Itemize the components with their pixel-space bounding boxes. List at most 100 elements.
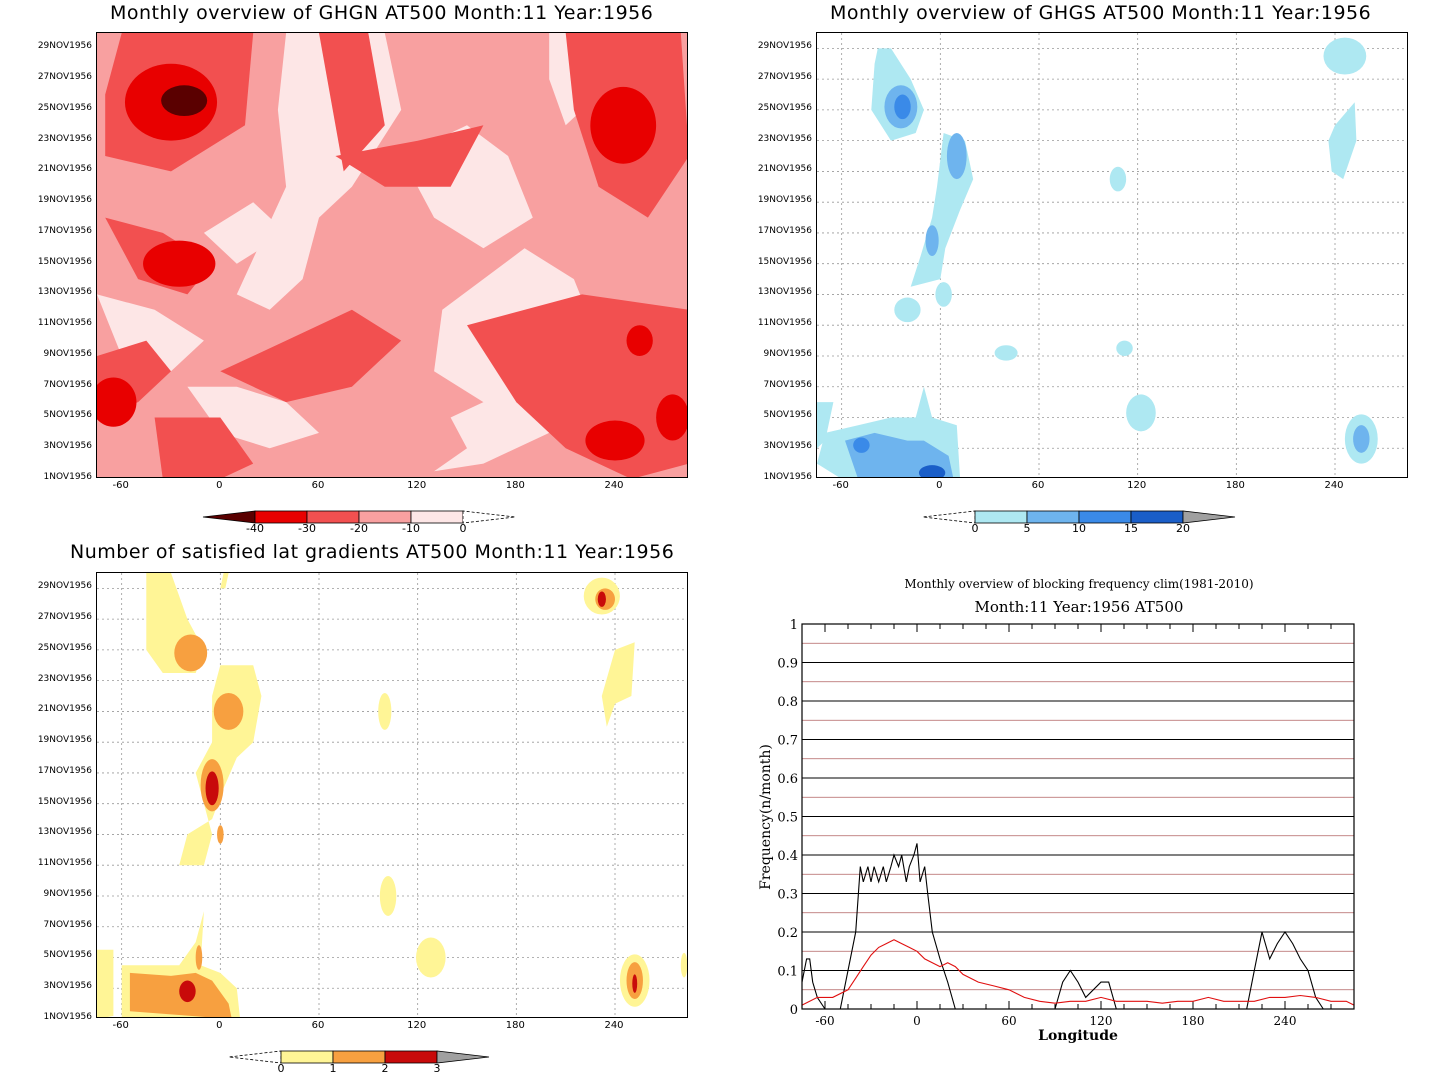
- lat-y-tick: 7NOV1956: [43, 919, 92, 930]
- ghgn-x-tick: 240: [604, 480, 624, 491]
- ghgn-band: [154, 417, 254, 477]
- ghgs-title: Monthly overview of GHGS AT500 Month:11 …: [830, 2, 1372, 24]
- ghgn-y-tick: 19NOV1956: [37, 195, 92, 206]
- ghgs-x-tick: 60: [1031, 480, 1045, 491]
- lat-colorbar-label: 2: [381, 1062, 389, 1075]
- ghgs-y-tick: 19NOV1956: [757, 195, 812, 206]
- ghgn-y-tick: 3NOV1956: [43, 441, 92, 452]
- ghgs-cell: [1353, 425, 1370, 453]
- ghgn-y-tick: 17NOV1956: [37, 225, 92, 236]
- ghgn-cell: [143, 240, 216, 287]
- freq-y-label: Frequency(n/month): [758, 744, 774, 890]
- ghgn-band: [203, 202, 287, 264]
- lat-cell: [179, 980, 196, 1003]
- freq-grid: [802, 623, 1354, 1010]
- ghgn-y-tick: 27NOV1956: [37, 72, 92, 83]
- lat-blob: [416, 937, 446, 978]
- lat-blob: [379, 875, 397, 916]
- ghgn-band: [319, 33, 385, 172]
- ghgs-cell: [853, 437, 870, 453]
- ghgn-colorbar-label: 0: [459, 522, 467, 535]
- freq-x-tick: 120: [1090, 1014, 1113, 1028]
- ghgs-plot-area: [816, 32, 1408, 478]
- ghgs-blob: [1323, 37, 1367, 75]
- ghgs-blob: [817, 402, 834, 449]
- ghgs-y-tick: 27NOV1956: [757, 72, 812, 83]
- freq-y-tick: 0.5: [777, 811, 798, 826]
- lat-plot-area: [96, 572, 688, 1018]
- freq-series-line-red: [801, 939, 1355, 1006]
- ghgs-y-tick: 1NOV1956: [763, 472, 812, 482]
- ghgn-cell: [590, 86, 657, 164]
- freq-series-line-black: [801, 843, 1354, 1010]
- lat-y-tick: 5NOV1956: [43, 950, 92, 961]
- ghgs-blob: [1109, 166, 1127, 192]
- ghgs-cell: [894, 94, 911, 120]
- ghgs-colorbar-label: 20: [1176, 522, 1190, 535]
- ghgs-y-tick: 5NOV1956: [763, 410, 812, 421]
- ghgn-band: [220, 309, 402, 403]
- lat-y-tick: 19NOV1956: [37, 735, 92, 746]
- lat-cell: [174, 634, 208, 672]
- ghgn-colorbar-label: -40: [246, 522, 264, 535]
- lat-colorbar-label: 3: [433, 1062, 441, 1075]
- lat-colorbar-label: 1: [329, 1062, 337, 1075]
- freq-x-tick: -60: [815, 1014, 834, 1028]
- ghgn-cell: [656, 394, 687, 441]
- ghgn-colorbar-label: -20: [350, 522, 368, 535]
- ghgn-y-tick: 1NOV1956: [43, 472, 92, 482]
- freq-frame: [801, 623, 1355, 1010]
- lat-blob: [378, 692, 392, 730]
- ghgs-y-tick: 29NOV1956: [757, 41, 812, 52]
- ghgs-y-tick: 7NOV1956: [763, 379, 812, 390]
- lat-x-tick: 0: [216, 1020, 223, 1031]
- ghgs-y-tick: 13NOV1956: [757, 287, 812, 298]
- lat-cell: [195, 945, 203, 970]
- freq-x-tick: 0: [913, 1014, 921, 1028]
- lat-x-tick: 180: [505, 1020, 525, 1031]
- ghgs-contour-fill: [817, 33, 1407, 477]
- ghgn-y-tick: 23NOV1956: [37, 133, 92, 144]
- ghgs-colorbar-label: 5: [1023, 522, 1031, 535]
- lat-cell: [632, 974, 638, 993]
- ghgn-y-tick: 5NOV1956: [43, 410, 92, 421]
- ghgn-y-tick: 25NOV1956: [37, 102, 92, 113]
- ghgs-y-tick: 25NOV1956: [757, 102, 812, 113]
- freq-y-tick: 0: [790, 1003, 798, 1018]
- lat-y-tick: 15NOV1956: [37, 796, 92, 807]
- freq-ticks: 1 0.9 0.8 0.7 0.6 0.5 0.4 0.3 0.2 0.1 0 -60 0 60 120 18…: [777, 618, 1332, 1028]
- freq-y-tick: 0.1: [777, 965, 798, 980]
- lat-y-tick: 13NOV1956: [37, 827, 92, 838]
- ghgn-x-tick: 0: [216, 480, 223, 491]
- ghgn-colorbar-label: -10: [402, 522, 420, 535]
- lat-x-tick: -60: [112, 1020, 129, 1031]
- ghgs-x-tick: 0: [936, 480, 943, 491]
- ghgs-colorbar-label: 10: [1072, 522, 1086, 535]
- ghgs-colorbar-label: 15: [1124, 522, 1138, 535]
- ghgs-x-tick: 180: [1225, 480, 1245, 491]
- lat-cell: [597, 591, 606, 607]
- ghgn-cell: [161, 85, 208, 117]
- ghgs-blob: [894, 297, 921, 323]
- lat-contour-fill: [97, 573, 687, 1017]
- ghgn-contour-fill: [97, 33, 687, 477]
- freq-series: [801, 843, 1355, 1010]
- ghgs-y-tick: 21NOV1956: [757, 164, 812, 175]
- ghgn-plot-area: [96, 32, 688, 478]
- ghgs-y-tick: 11NOV1956: [757, 318, 812, 329]
- ghgs-blob: [1126, 394, 1156, 432]
- ghgs-blob: [1328, 102, 1357, 180]
- lat-blob: [97, 949, 114, 1017]
- freq-x-label: Longitude: [1038, 1028, 1118, 1044]
- ghgs-y-tick: 3NOV1956: [763, 441, 812, 452]
- ghgn-title: Monthly overview of GHGN AT500 Month:11 …: [110, 2, 654, 24]
- ghgn-cell: [97, 377, 137, 427]
- lat-y-tick: 23NOV1956: [37, 673, 92, 684]
- ghgs-y-tick: 15NOV1956: [757, 256, 812, 267]
- freq-x-tick: 180: [1182, 1014, 1205, 1028]
- lat-y-tick: 27NOV1956: [37, 612, 92, 623]
- freq-y-tick: 0.4: [777, 849, 798, 864]
- ghgs-cell: [946, 132, 967, 180]
- lat-cell: [205, 771, 219, 806]
- ghgn-cell: [585, 420, 645, 461]
